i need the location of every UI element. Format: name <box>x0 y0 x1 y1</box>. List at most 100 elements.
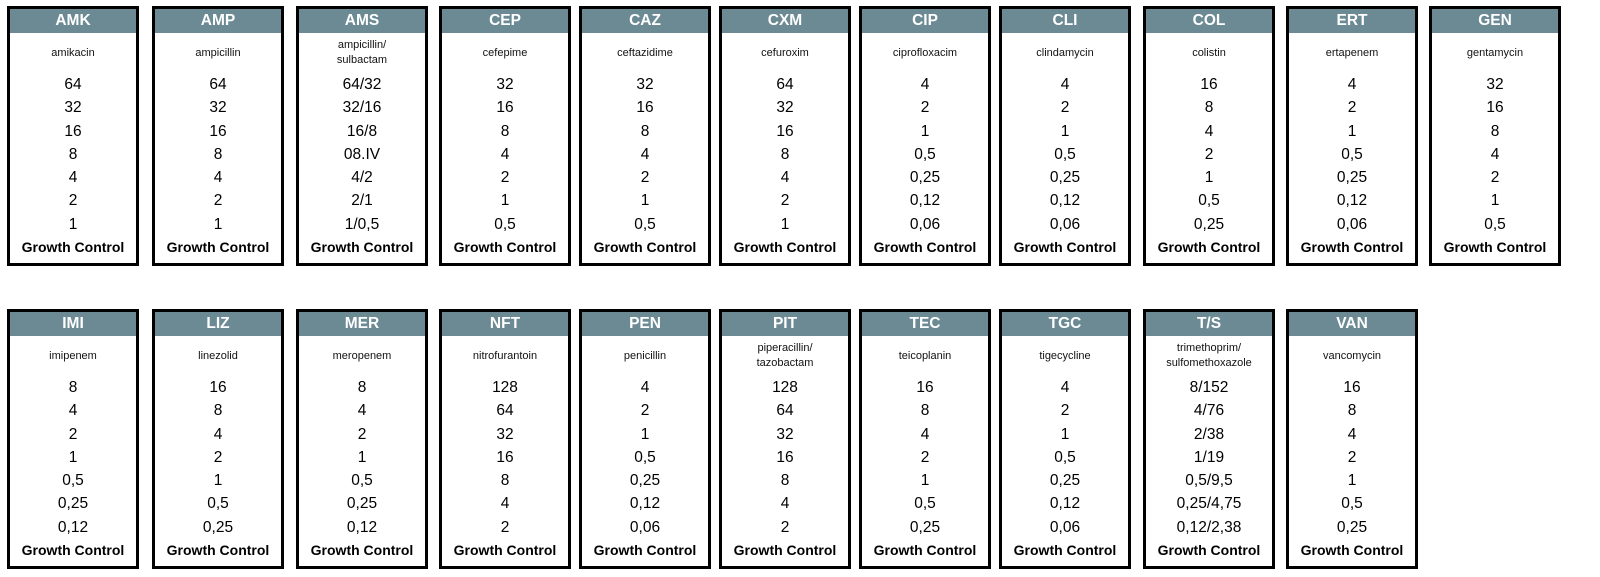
panel-antibiotic-name: colistin <box>1192 46 1226 59</box>
panel-code: CIP <box>862 9 988 33</box>
concentration-value: 0,5 <box>1198 192 1220 210</box>
concentration-value: 0,25 <box>909 169 941 187</box>
concentration-value: 2 <box>780 518 790 536</box>
concentration-value: 0,25 <box>629 472 661 490</box>
antibiotic-panel: COL colistin 16 8 4 2 1 0,5 0,25 Growth Control <box>1143 6 1275 266</box>
concentration-value: 32 <box>636 76 654 93</box>
antibiotic-panel: CXM cefuroxim 64 32 16 8 4 2 1 Growth Control <box>719 6 851 266</box>
concentration-value: 16 <box>209 379 227 396</box>
concentration-value: 16 <box>496 448 514 466</box>
concentration-value: 4 <box>640 379 650 396</box>
concentration-value: 1 <box>1060 425 1070 443</box>
concentration-value: 16 <box>64 122 82 140</box>
concentration-value: 0,5 <box>1341 145 1363 163</box>
antibiotic-panel: CIP ciprofloxacim 4 2 1 0,5 0,25 0,12 0,06 Growth… <box>859 6 991 266</box>
concentration-value: 0,5 <box>634 215 656 233</box>
concentration-value: 0,5 <box>351 472 373 490</box>
concentration-value: 16 <box>776 122 794 140</box>
concentration-value: 8 <box>357 379 367 396</box>
antibiotic-panel: CLI clindamycin 4 2 1 0,5 0,25 0,12 0,06 Growth C… <box>999 6 1131 266</box>
panel-antibiotic-name: ampicillin <box>195 46 241 59</box>
concentration-value: 1 <box>68 215 78 233</box>
concentration-value: 4 <box>213 425 223 443</box>
concentration-value: 2 <box>780 192 790 210</box>
panel-antibiotic-name: gentamycin <box>1466 46 1524 59</box>
concentration-value: 8 <box>213 145 223 163</box>
antibiotic-panel: PIT piperacillin/tazobactam 128 64 32 16 8 4 2 Gr… <box>719 309 851 569</box>
growth-control-label: Growth Control <box>1300 542 1404 559</box>
growth-control-label: Growth Control <box>1157 239 1261 256</box>
concentration-value: 16 <box>916 379 934 396</box>
growth-control-label: Growth Control <box>593 239 697 256</box>
panel-code: CLI <box>1002 9 1128 33</box>
concentration-value: 2 <box>640 402 650 420</box>
concentration-value: 0,12/2,38 <box>1176 518 1242 536</box>
concentration-value: 0,25 <box>1336 169 1368 187</box>
antibiotic-panel: GEN gentamycin 32 16 8 4 2 1 0,5 Growth Control <box>1429 6 1561 266</box>
panel-antibiotic-name: penicillin <box>623 349 667 362</box>
concentration-value: 128 <box>772 379 798 396</box>
concentration-value: 0,5/9,5 <box>1185 472 1233 490</box>
growth-control-label: Growth Control <box>873 542 977 559</box>
panel-antibiotic-name: nitrofurantoin <box>472 349 538 362</box>
antibiotic-panel: VAN vancomycin 16 8 4 2 1 0,5 0,25 Growth Control <box>1286 309 1418 569</box>
growth-control-label: Growth Control <box>453 542 557 559</box>
concentration-value: 4 <box>1490 145 1500 163</box>
concentration-value: 1 <box>640 425 650 443</box>
concentration-value: 4 <box>1204 122 1214 140</box>
concentration-value: 4 <box>920 76 930 93</box>
concentration-value: 16 <box>776 448 794 466</box>
concentration-value: 128 <box>492 379 518 396</box>
concentration-value: 1/0,5 <box>344 215 380 233</box>
growth-control-label: Growth Control <box>1300 239 1404 256</box>
concentration-value: 8 <box>500 122 510 140</box>
concentration-value: 0,5 <box>494 215 516 233</box>
growth-control-label: Growth Control <box>733 542 837 559</box>
concentration-value: 1 <box>213 472 223 490</box>
concentration-value: 2 <box>213 448 223 466</box>
concentration-value: 0,06 <box>1049 518 1081 536</box>
concentration-value: 1 <box>920 122 930 140</box>
growth-control-label: Growth Control <box>1013 542 1117 559</box>
growth-control-label: Growth Control <box>1013 239 1117 256</box>
panel-antibiotic-name: amikacin <box>51 46 95 59</box>
panel-code: VAN <box>1289 312 1415 336</box>
concentration-value: 2 <box>68 192 78 210</box>
concentration-value: 2 <box>1490 169 1500 187</box>
panel-code: PIT <box>722 312 848 336</box>
panel-antibiotic-name: tigecycline <box>1039 349 1091 362</box>
concentration-value: 32 <box>496 425 514 443</box>
panel-antibiotic-name: trimethoprim/sulfomethoxazole <box>1146 336 1272 376</box>
panel-antibiotic-name: vancomycin <box>1322 349 1382 362</box>
concentration-value: 32 <box>64 99 82 117</box>
concentration-value: 1 <box>500 192 510 210</box>
concentration-value: 0,06 <box>1336 215 1368 233</box>
concentration-value: 1 <box>357 448 367 466</box>
concentration-value: 0,25/4,75 <box>1176 495 1242 513</box>
antibiotic-panel: AMP ampicillin 64 32 16 8 4 2 1 Growth Control <box>152 6 284 266</box>
growth-control-label: Growth Control <box>166 239 270 256</box>
panel-code: AMK <box>10 9 136 33</box>
panel-code: ERT <box>1289 9 1415 33</box>
concentration-value: 1 <box>1347 472 1357 490</box>
concentration-value: 4 <box>1060 76 1070 93</box>
panel-antibiotic-name: ertapenem <box>1325 46 1379 59</box>
panel-code: T/S <box>1146 312 1272 336</box>
concentration-value: 2 <box>640 169 650 187</box>
concentration-value: 0,12 <box>1049 495 1081 513</box>
concentration-value: 0,12 <box>629 495 661 513</box>
concentration-value: 1 <box>1204 169 1214 187</box>
concentration-value: 4 <box>68 402 78 420</box>
concentration-value: 4 <box>68 169 78 187</box>
concentration-value: 8 <box>1490 122 1500 140</box>
concentration-value: 4 <box>780 169 790 187</box>
concentration-value: 1 <box>1347 122 1357 140</box>
antibiotic-panel: TEC teicoplanin 16 8 4 2 1 0,5 0,25 Growth Contro… <box>859 309 991 569</box>
panel-code: NFT <box>442 312 568 336</box>
concentration-value: 64 <box>209 76 227 93</box>
concentration-value: 4 <box>780 495 790 513</box>
concentration-value: 2 <box>357 425 367 443</box>
concentration-value: 16 <box>1200 76 1218 93</box>
antibiotic-panel: AMS ampicillin/sulbactam 64/32 32/16 16/8 08.… <box>296 6 428 266</box>
panel-code: TEC <box>862 312 988 336</box>
